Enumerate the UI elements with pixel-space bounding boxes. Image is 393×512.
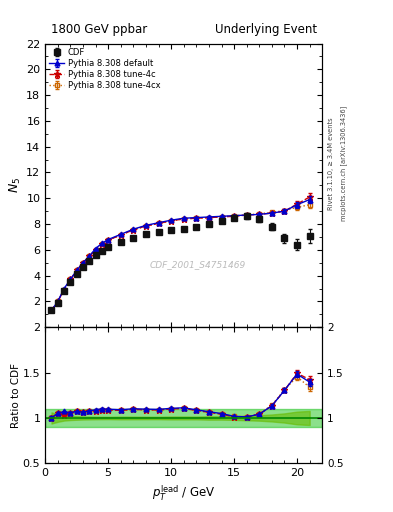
Text: 1800 GeV ppbar: 1800 GeV ppbar <box>51 24 147 36</box>
Text: mcplots.cern.ch [arXiv:1306.3436]: mcplots.cern.ch [arXiv:1306.3436] <box>340 106 347 222</box>
Y-axis label: $N_5$: $N_5$ <box>8 177 23 194</box>
Y-axis label: Ratio to CDF: Ratio to CDF <box>11 363 21 428</box>
Text: CDF_2001_S4751469: CDF_2001_S4751469 <box>149 260 246 269</box>
Legend: CDF, Pythia 8.308 default, Pythia 8.308 tune-4c, Pythia 8.308 tune-4cx: CDF, Pythia 8.308 default, Pythia 8.308 … <box>48 46 162 92</box>
Text: Rivet 3.1.10, ≥ 3.4M events: Rivet 3.1.10, ≥ 3.4M events <box>328 118 334 210</box>
X-axis label: $p_T^{\rm lead}$ / GeV: $p_T^{\rm lead}$ / GeV <box>152 484 216 503</box>
Text: Underlying Event: Underlying Event <box>215 24 317 36</box>
